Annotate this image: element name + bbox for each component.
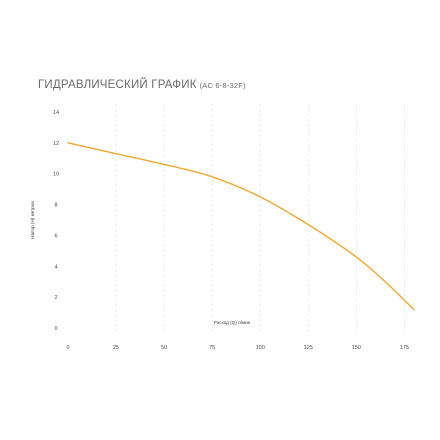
grid-lines	[115, 104, 405, 332]
x-tick-50: 50	[161, 345, 167, 351]
y-tick-2: 2	[54, 295, 57, 301]
y-tick-12: 12	[53, 141, 59, 147]
chart-title-model: (AC 6-8-32F)	[200, 81, 246, 90]
chart-title: ГИДРАВЛИЧЕСКИЙ ГРАФИК (AC 6-8-32F)	[38, 78, 246, 91]
y-tick-labels: 0 2 4 6 8 10 12 14	[53, 110, 59, 332]
y-tick-4: 4	[54, 264, 57, 270]
y-axis-label: Напор (H) метров	[30, 201, 35, 239]
series-layer	[67, 142, 415, 311]
chart-title-main: ГИДРАВЛИЧЕСКИЙ ГРАФИК	[38, 78, 197, 91]
series-line-0	[67, 142, 415, 311]
x-axis-label: Расход (Q) л/мин	[214, 320, 251, 325]
x-tick-75: 75	[209, 345, 215, 351]
y-tick-14: 14	[53, 110, 59, 116]
x-tick-100: 100	[256, 345, 265, 351]
x-tick-0: 0	[66, 345, 69, 351]
y-tick-0: 0	[54, 326, 57, 332]
x-tick-175: 175	[400, 345, 409, 351]
y-tick-6: 6	[54, 233, 57, 239]
x-tick-125: 125	[304, 345, 313, 351]
x-tick-25: 25	[113, 345, 119, 351]
x-tick-labels: 0 25 50 75 100 125 150 175	[66, 345, 409, 351]
y-tick-10: 10	[53, 172, 59, 178]
y-tick-8: 8	[54, 203, 57, 209]
x-tick-150: 150	[352, 345, 361, 351]
